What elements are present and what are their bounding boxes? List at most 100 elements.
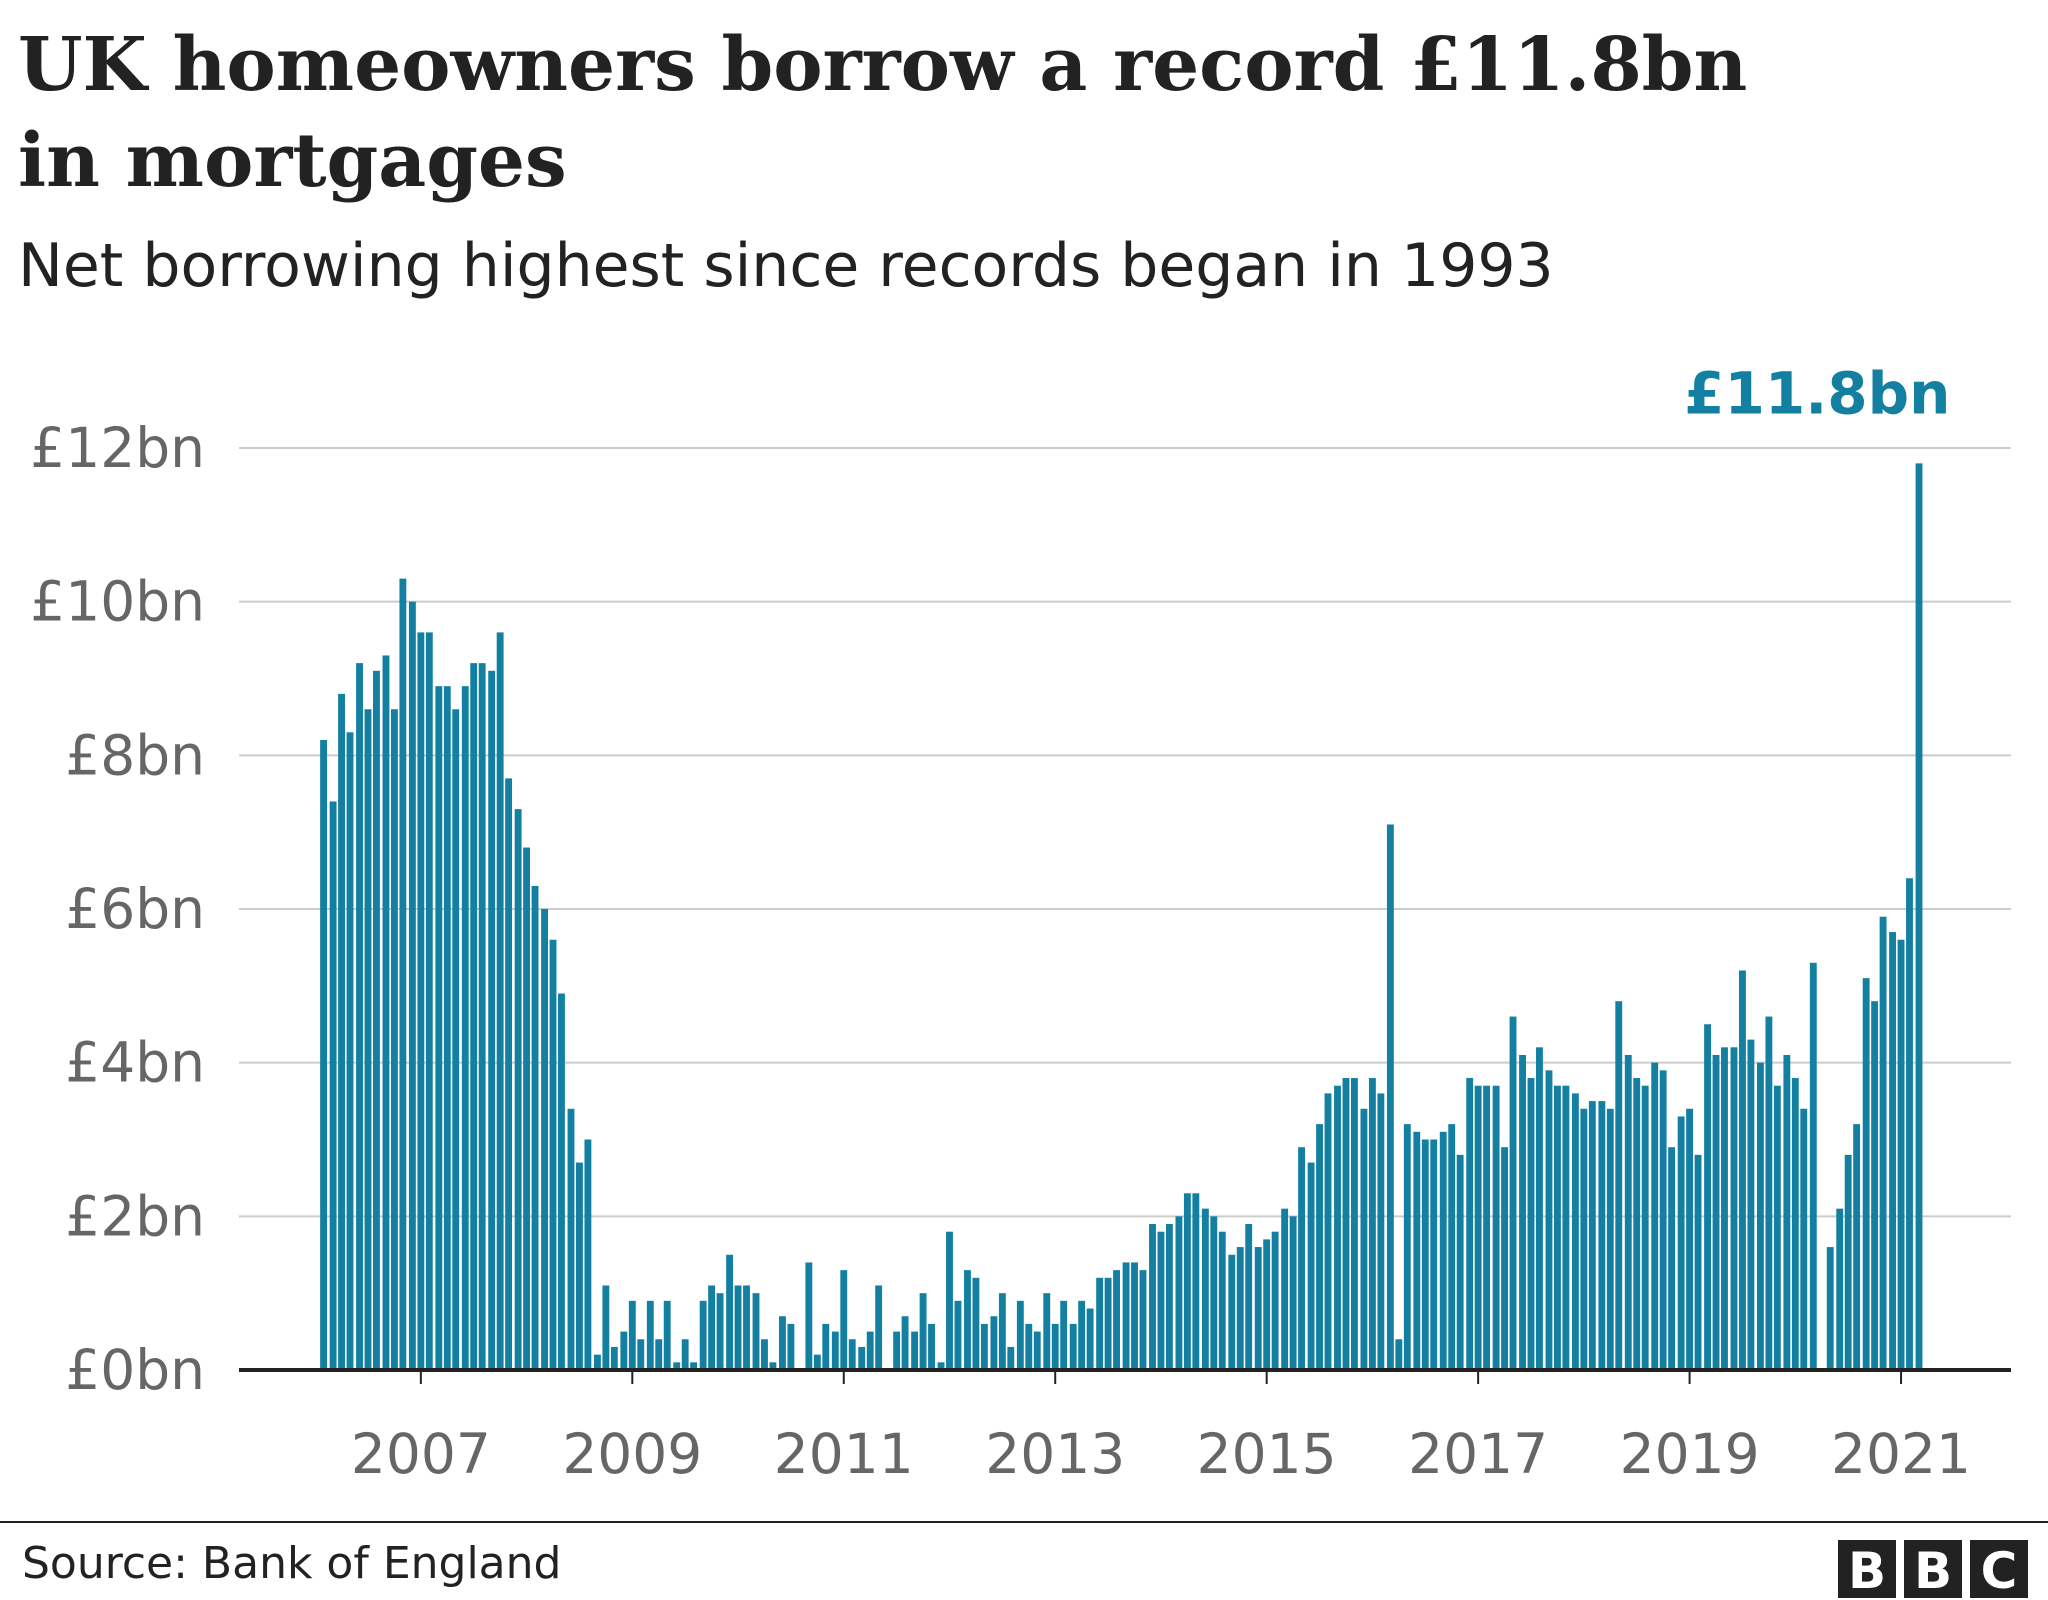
bar bbox=[1588, 1101, 1596, 1370]
bar bbox=[1350, 1078, 1358, 1370]
bar bbox=[928, 1323, 935, 1370]
x-tick-label: 2011 bbox=[774, 1422, 914, 1486]
bar bbox=[1210, 1216, 1218, 1370]
bar bbox=[1694, 1154, 1702, 1370]
bar bbox=[1756, 1062, 1764, 1370]
bar bbox=[1897, 939, 1905, 1370]
bar bbox=[805, 1262, 813, 1370]
bar bbox=[488, 670, 496, 1370]
bar bbox=[848, 1339, 856, 1370]
bar bbox=[734, 1285, 742, 1370]
bar bbox=[1456, 1154, 1464, 1370]
bar bbox=[576, 1162, 583, 1370]
bar bbox=[1165, 1224, 1173, 1370]
bar bbox=[1245, 1224, 1253, 1370]
bar bbox=[1263, 1239, 1271, 1370]
bar bbox=[1474, 1085, 1482, 1370]
bar bbox=[1183, 1193, 1191, 1370]
bar bbox=[478, 663, 486, 1370]
bar bbox=[1218, 1231, 1226, 1370]
bar bbox=[382, 655, 390, 1370]
chart-title: UK homeowners borrow a record £11.8bn bbox=[18, 22, 1747, 108]
bar bbox=[628, 1300, 636, 1370]
y-tick-label: £2bn bbox=[65, 1184, 205, 1248]
logo-letter: C bbox=[1981, 1542, 2018, 1600]
bar bbox=[1149, 1224, 1156, 1370]
bar bbox=[655, 1339, 663, 1370]
bar bbox=[1853, 1124, 1861, 1370]
bar bbox=[1906, 878, 1913, 1370]
bar bbox=[1395, 1339, 1403, 1370]
bar bbox=[990, 1316, 998, 1370]
bar bbox=[452, 709, 460, 1370]
bar bbox=[329, 801, 337, 1370]
bar bbox=[356, 663, 363, 1370]
logo-box bbox=[1904, 1540, 1962, 1598]
bar bbox=[1078, 1300, 1086, 1370]
bar bbox=[1157, 1231, 1165, 1370]
bar bbox=[761, 1339, 768, 1370]
bar bbox=[1668, 1147, 1676, 1370]
bar bbox=[1007, 1346, 1015, 1370]
x-tick-label: 2007 bbox=[351, 1422, 491, 1486]
bar bbox=[1430, 1139, 1438, 1370]
bar bbox=[769, 1362, 777, 1370]
bar bbox=[505, 778, 513, 1370]
bar bbox=[1324, 1093, 1332, 1370]
bar bbox=[1624, 1054, 1632, 1370]
bar bbox=[417, 632, 425, 1370]
bar bbox=[1492, 1085, 1500, 1370]
bar bbox=[1704, 1024, 1711, 1370]
bar bbox=[1536, 1047, 1543, 1370]
bar bbox=[549, 939, 557, 1370]
bar bbox=[338, 693, 345, 1370]
bar bbox=[901, 1316, 909, 1370]
bar bbox=[1826, 1247, 1834, 1370]
x-tick-label: 2009 bbox=[562, 1422, 702, 1486]
bar bbox=[1228, 1254, 1236, 1370]
bar bbox=[558, 993, 565, 1370]
bar bbox=[1915, 463, 1923, 1370]
bar bbox=[1448, 1124, 1456, 1370]
bar bbox=[1016, 1300, 1024, 1370]
bar bbox=[1254, 1247, 1262, 1370]
bar bbox=[1086, 1308, 1094, 1370]
bar bbox=[390, 709, 398, 1370]
bar bbox=[1659, 1070, 1667, 1370]
y-tick-label: £4bn bbox=[65, 1031, 205, 1095]
bar bbox=[980, 1323, 988, 1370]
source: Source: Bank of England bbox=[22, 1538, 561, 1589]
bar bbox=[610, 1346, 618, 1370]
bar bbox=[1553, 1085, 1561, 1370]
bar bbox=[567, 1108, 575, 1370]
bar bbox=[1298, 1147, 1306, 1370]
bar bbox=[1844, 1154, 1852, 1370]
bar bbox=[1104, 1277, 1112, 1370]
y-tick-label: £12bn bbox=[30, 416, 205, 480]
bar bbox=[858, 1346, 866, 1370]
bar bbox=[726, 1254, 734, 1370]
bar bbox=[716, 1293, 724, 1370]
bar bbox=[699, 1300, 707, 1370]
bar bbox=[593, 1354, 601, 1370]
bar bbox=[1739, 970, 1746, 1370]
bar bbox=[663, 1300, 671, 1370]
x-tick-label: 2013 bbox=[985, 1422, 1125, 1486]
logo-box bbox=[1970, 1540, 2028, 1598]
bar bbox=[1809, 962, 1817, 1370]
bar bbox=[1527, 1078, 1535, 1370]
bar bbox=[1360, 1108, 1368, 1370]
bar bbox=[541, 909, 548, 1370]
bar bbox=[1889, 932, 1897, 1370]
bar bbox=[1509, 1016, 1517, 1370]
bar bbox=[1113, 1270, 1120, 1370]
bar bbox=[1386, 824, 1394, 1370]
bar bbox=[1879, 916, 1887, 1370]
bar bbox=[1721, 1047, 1728, 1370]
bar bbox=[320, 739, 328, 1370]
bar bbox=[911, 1331, 919, 1370]
bar bbox=[1096, 1277, 1104, 1370]
bar bbox=[637, 1339, 645, 1370]
bar bbox=[435, 686, 443, 1370]
